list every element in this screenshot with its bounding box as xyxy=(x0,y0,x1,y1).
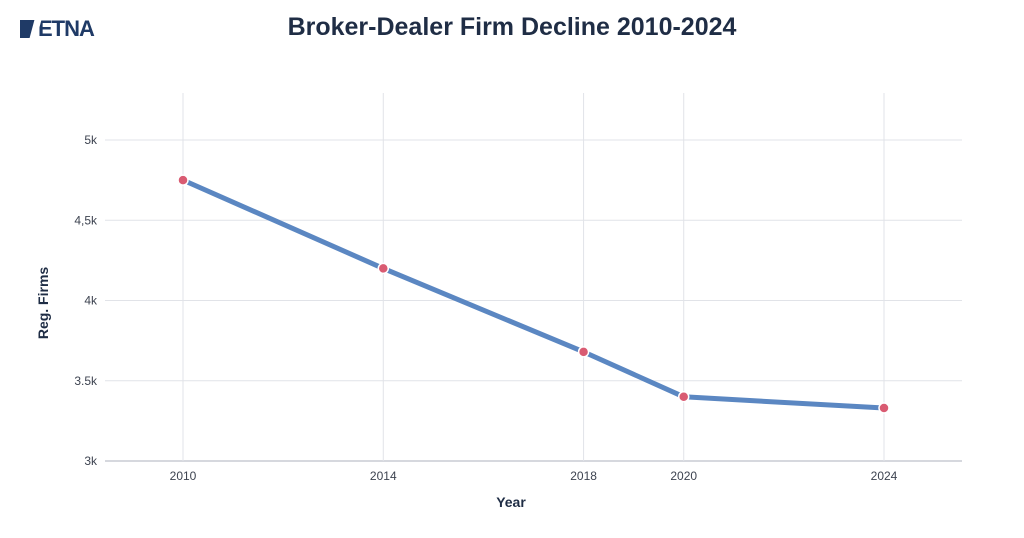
x-tick-label: 2018 xyxy=(570,469,597,483)
y-tick-label: 4,5k xyxy=(74,213,98,227)
y-tick-label: 4k xyxy=(84,294,98,308)
data-point-marker xyxy=(878,402,890,414)
x-tick-label: 2014 xyxy=(370,469,397,483)
etna-logo: ETNA xyxy=(20,16,95,41)
x-axis-label: Year xyxy=(496,494,526,510)
chart-title: Broker-Dealer Firm Decline 2010-2024 xyxy=(0,13,1024,42)
y-tick-label: 5k xyxy=(84,133,98,147)
x-tick-label: 2010 xyxy=(170,469,197,483)
y-tick-label: 3k xyxy=(84,454,98,468)
y-axis-label: Reg. Firms xyxy=(35,267,51,340)
x-tick-label: 2024 xyxy=(871,469,898,483)
data-point-marker xyxy=(577,346,590,358)
x-tick-label: 2020 xyxy=(670,469,697,483)
logo-text: ETNA xyxy=(38,16,95,41)
data-point-marker xyxy=(177,174,189,186)
series-line xyxy=(180,177,887,411)
y-tick-label: 3.5k xyxy=(74,374,98,388)
chart-title-text: Broker-Dealer Firm Decline 2010-2024 xyxy=(287,13,737,41)
logo-mark-icon xyxy=(20,20,36,38)
data-point-marker xyxy=(677,391,690,403)
data-point-marker xyxy=(377,262,390,275)
